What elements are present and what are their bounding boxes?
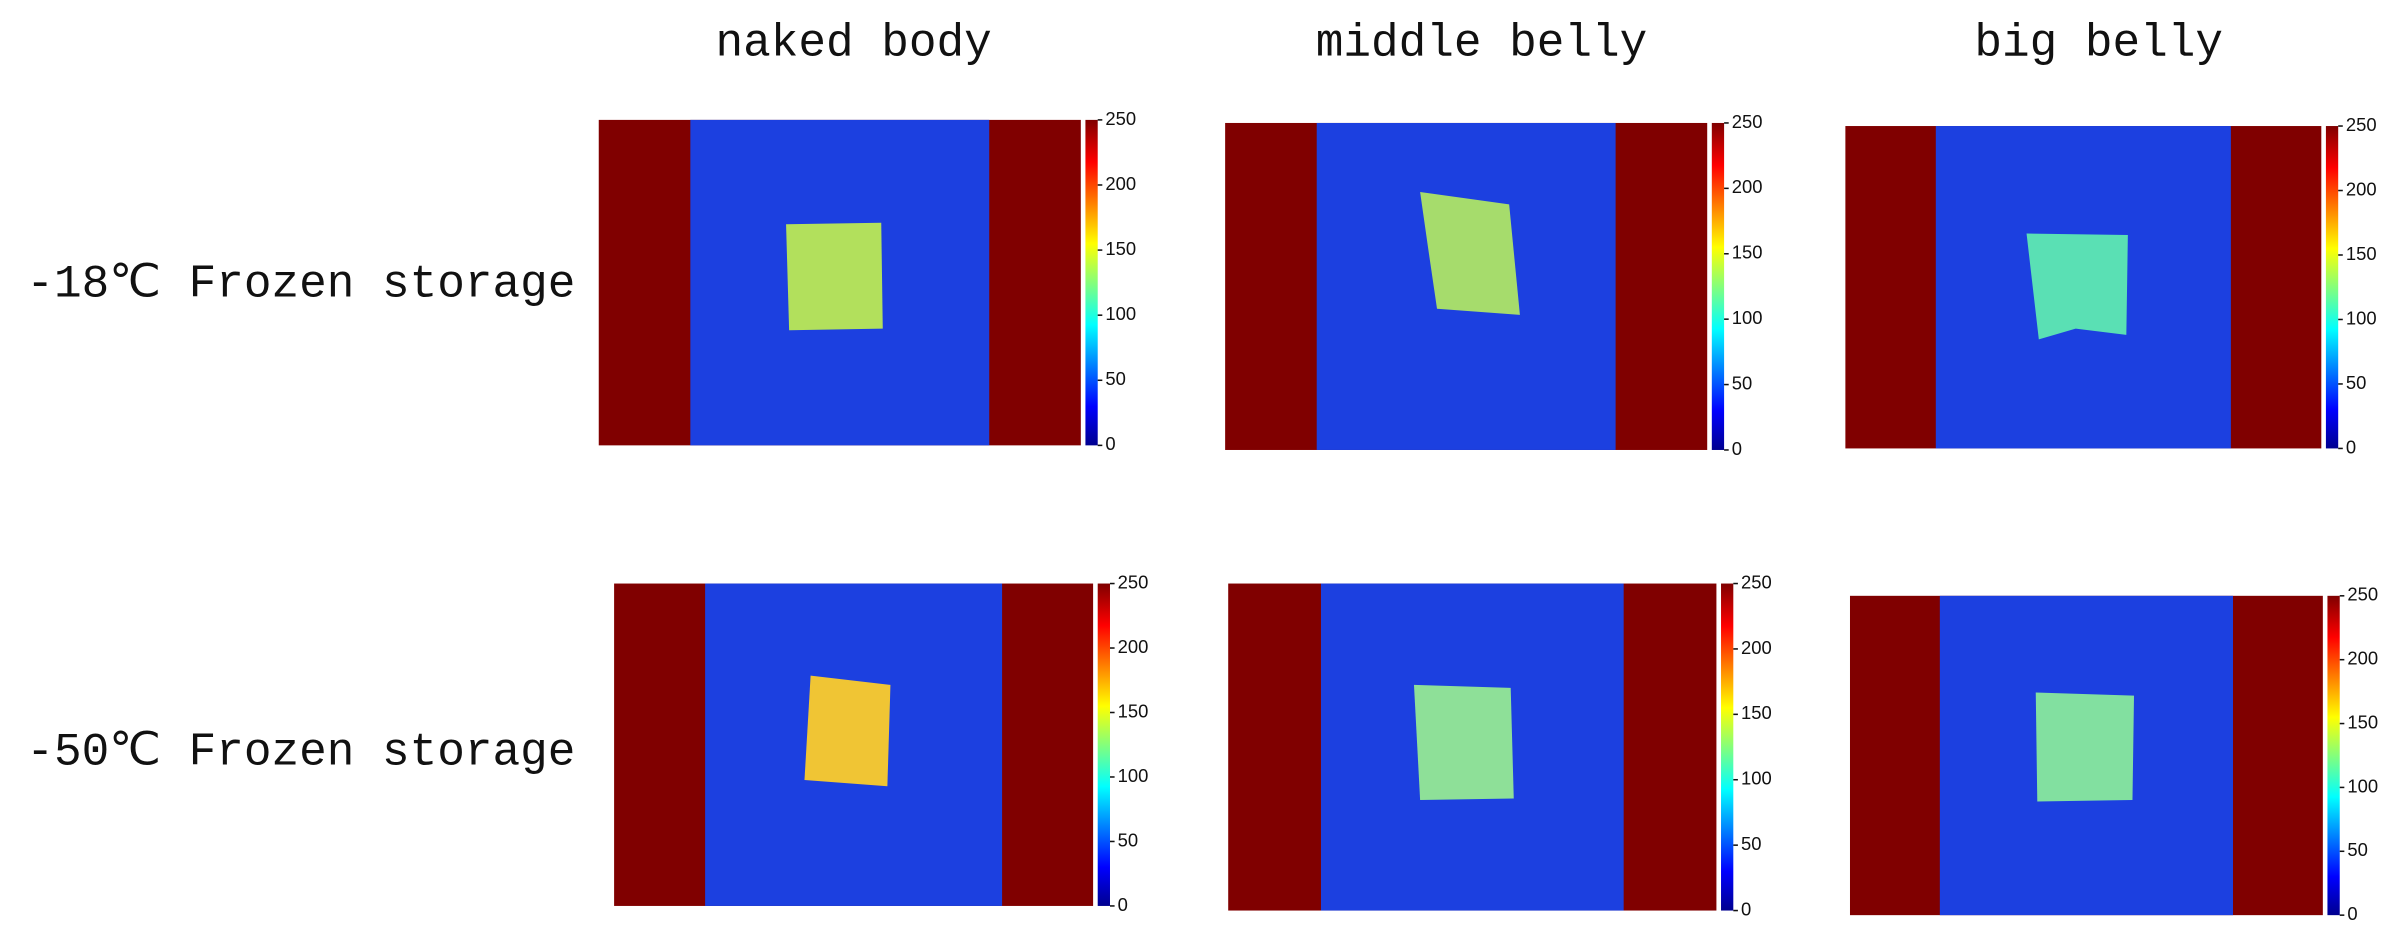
colorbar-tick-label: 50 [2347, 839, 2367, 860]
colorbar-tick-label: 0 [1118, 894, 1128, 915]
colorbar-tick-label: 100 [1105, 303, 1136, 324]
colorbar [2325, 126, 2339, 449]
sample [786, 222, 883, 331]
colorbar-tick-label: 50 [1118, 829, 1138, 850]
colorbar-tick-label: 250 [1118, 571, 1149, 592]
colorbar-tick-label: 200 [1118, 636, 1149, 657]
sample [2026, 233, 2128, 340]
colorbar-tick-label: 250 [1741, 571, 1772, 592]
colorbar-tick-label: 0 [1741, 898, 1751, 919]
sample [2035, 692, 2135, 802]
panel: 0 50 100 150 200 250 [1225, 111, 1762, 459]
colorbar-tick-label: 200 [1105, 173, 1136, 194]
colorbar [1085, 119, 1098, 446]
colorbar-tick-label: 0 [2346, 436, 2356, 457]
colorbar-tick-label: 250 [1732, 111, 1763, 132]
colorbar-tick-label: 150 [1741, 702, 1772, 723]
colorbar-tick-label: 100 [1732, 307, 1763, 328]
row-label: -18℃ Frozen storage [26, 258, 575, 310]
column-header: big belly [1974, 17, 2223, 69]
sample [1420, 192, 1520, 315]
sample [1413, 684, 1514, 801]
colorbar [2327, 595, 2340, 916]
panel: 0 50 100 150 200 250 [1845, 114, 2377, 457]
column-header: middle belly [1316, 17, 1648, 69]
colorbar-tick-label: 250 [2347, 584, 2378, 605]
column-header: naked body [715, 17, 991, 69]
colorbar-tick-label: 100 [2347, 775, 2378, 796]
colorbar-tick-label: 200 [1741, 637, 1772, 658]
colorbar-tick-label: 150 [1118, 700, 1149, 721]
colorbar [1097, 583, 1110, 906]
row-label: -50℃ Frozen storage [26, 727, 575, 779]
panel: 0 50 100 150 200 250 [614, 571, 1149, 915]
colorbar-tick-label: 200 [1732, 176, 1763, 197]
colorbar-tick-label: 200 [2347, 648, 2378, 669]
colorbar-tick-label: 50 [1741, 833, 1761, 854]
colorbar-tick-label: 50 [1105, 368, 1125, 389]
colorbar-tick-label: 100 [2346, 307, 2377, 328]
colorbar-tick-label: 150 [2347, 711, 2378, 732]
colorbar-tick-label: 100 [1118, 765, 1149, 786]
colorbar-tick-label: 0 [1732, 438, 1742, 459]
panel: 0 50 100 150 200 250 [598, 108, 1136, 454]
colorbar [1711, 122, 1725, 450]
colorbar-tick-label: 0 [2347, 903, 2357, 924]
colorbar-tick-label: 0 [1105, 433, 1115, 454]
colorbar-tick-label: 150 [1732, 242, 1763, 263]
colorbar-tick-label: 50 [1732, 372, 1752, 393]
colorbar-tick-label: 200 [2346, 178, 2377, 199]
colorbar-tick-label: 100 [1741, 768, 1772, 789]
colorbar-tick-label: 250 [2346, 114, 2377, 135]
sample [804, 675, 891, 787]
colorbar-tick-label: 250 [1105, 108, 1136, 129]
colorbar-tick-label: 150 [1105, 238, 1136, 259]
colorbar-tick-label: 150 [2346, 243, 2377, 264]
panel: 0 50 100 150 200 250 [1849, 584, 2378, 924]
colorbar-tick-label: 50 [2346, 372, 2366, 393]
colorbar [1721, 583, 1734, 911]
panel: 0 50 100 150 200 250 [1228, 571, 1772, 919]
